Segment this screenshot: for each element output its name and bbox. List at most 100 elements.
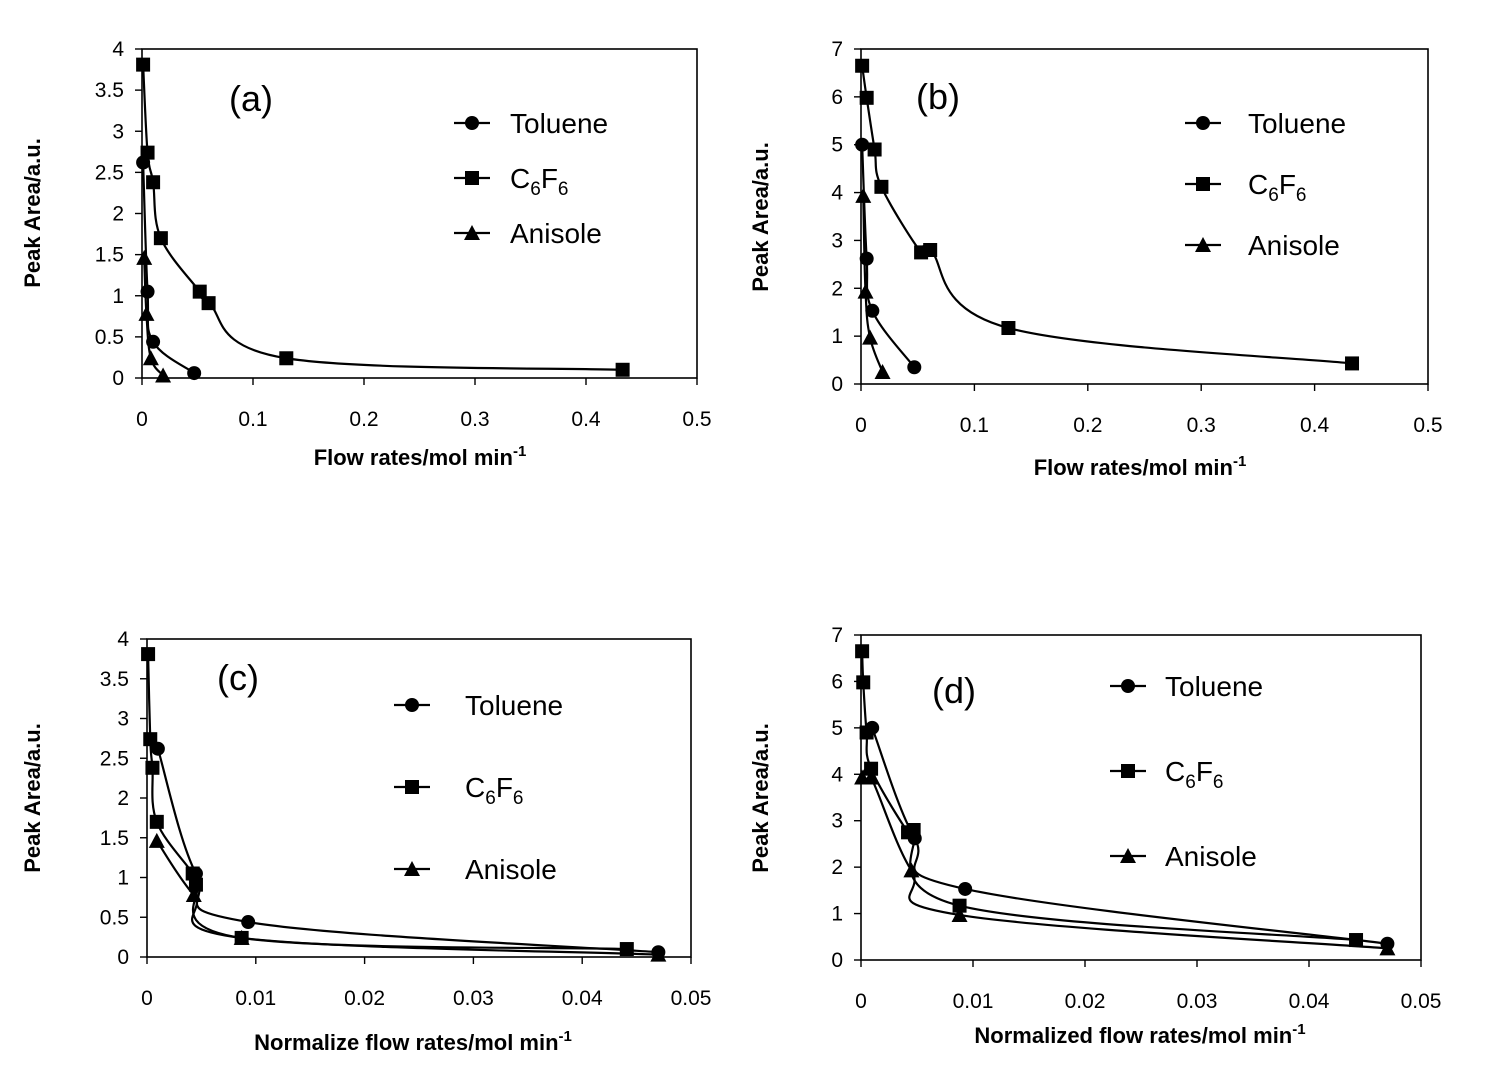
data-point-anisole [233, 929, 250, 945]
legend-label-c6f6: C6F6 [465, 772, 524, 809]
y-tick-label: 3 [831, 810, 843, 833]
data-point-c6f6 [192, 284, 207, 299]
panel-label: (d) [932, 670, 976, 711]
x-tick-label: 0.4 [571, 408, 601, 431]
y-tick-label: 3 [112, 120, 124, 143]
y-tick-label: 1 [117, 867, 129, 890]
y-tick-label: 1 [831, 903, 843, 926]
series-line-toluene [871, 727, 1388, 945]
plot-area [141, 48, 698, 379]
data-point-c6f6 [141, 647, 156, 662]
y-tick-label: 4 [112, 38, 124, 61]
series-line-toluene [156, 748, 659, 954]
legend-label-toluene: Toluene [1165, 671, 1263, 702]
x-tick-label: 0.04 [1289, 990, 1330, 1013]
y-tick-label: 2 [831, 277, 843, 300]
x-tick-label: 0.2 [1073, 414, 1102, 437]
y-tick-label: 3.5 [100, 668, 129, 691]
x-tick-label: 0.04 [562, 987, 603, 1010]
legend-marker-toluene [405, 698, 419, 712]
data-point-anisole [862, 329, 879, 345]
y-tick-label: 7 [831, 624, 843, 647]
data-point-toluene [907, 360, 922, 375]
data-point-anisole [148, 832, 165, 848]
plot-area [860, 634, 1422, 961]
x-tick-label: 0.03 [453, 987, 494, 1010]
y-tick-label: 6 [831, 86, 843, 109]
data-point-toluene [855, 137, 870, 152]
plot-area [860, 48, 1429, 385]
data-point-c6f6 [855, 58, 870, 73]
data-point-anisole [136, 249, 153, 265]
data-point-c6f6 [856, 675, 871, 690]
legend-marker-toluene [1121, 679, 1135, 693]
data-point-c6f6 [143, 732, 158, 747]
y-tick-label: 1 [831, 325, 843, 348]
y-tick-label: 4 [831, 182, 843, 205]
legend-label-c6f6: C6F6 [1248, 169, 1307, 206]
data-point-anisole [874, 364, 891, 380]
legend-label-anisole: Anisole [510, 218, 602, 249]
panel-label: (a) [229, 78, 273, 119]
data-point-anisole [1379, 940, 1396, 956]
y-tick-label: 3 [117, 708, 129, 731]
legend-label-toluene: Toluene [510, 108, 608, 139]
data-point-c6f6 [923, 243, 938, 257]
legend-marker-toluene [465, 116, 479, 130]
data-point-c6f6 [149, 814, 164, 829]
data-point-toluene [958, 881, 973, 896]
data-point-anisole [155, 367, 172, 383]
series-line-anisole [143, 257, 164, 377]
x-tick-label: 0.5 [1413, 414, 1442, 437]
x-tick-label: 0.1 [238, 408, 267, 431]
legend-marker-toluene [1196, 116, 1210, 130]
data-point-toluene [859, 251, 874, 266]
chart-panel-d: 0 0.01 0.02 0.03 0.04 0.05 0 1 2 3 4 5 6 7 Normalized … [748, 624, 1441, 1048]
data-point-c6f6 [1345, 356, 1360, 371]
y-tick-label: 0.5 [95, 326, 124, 349]
x-tick-label: 0.05 [1401, 990, 1442, 1013]
y-tick-label: 2.5 [95, 161, 124, 184]
data-point-toluene [187, 366, 202, 381]
y-tick-label: 1.5 [100, 827, 129, 850]
data-point-c6f6 [136, 57, 151, 72]
data-point-anisole [650, 946, 667, 962]
y-axis-label: Peak Area/a.u. [20, 723, 45, 873]
x-tick-label: 0.05 [671, 987, 712, 1010]
x-tick-label: 0.01 [235, 987, 276, 1010]
data-point-c6f6 [859, 90, 874, 105]
data-point-anisole [863, 769, 880, 785]
data-point-c6f6 [146, 175, 161, 190]
y-tick-label: 0 [831, 949, 843, 972]
legend-label-toluene: Toluene [1248, 108, 1346, 139]
data-point-toluene [865, 303, 880, 318]
data-point-anisole [855, 187, 872, 203]
legend-label-toluene: Toluene [465, 690, 563, 721]
data-point-toluene [241, 915, 256, 930]
legend: Toluene C6F6 Anisole [454, 108, 608, 249]
data-point-c6f6 [140, 145, 155, 160]
data-point-c6f6 [1001, 321, 1016, 336]
y-tick-label: 2 [117, 787, 129, 810]
legend: Toluene C6F6 Anisole [394, 690, 563, 885]
x-axis-label: Flow rates/mol min-1 [1034, 453, 1247, 480]
x-tick-label: 0.03 [1177, 990, 1218, 1013]
data-point-c6f6 [145, 760, 160, 775]
x-tick-label: 0 [136, 408, 148, 431]
data-point-anisole [951, 906, 968, 922]
legend-label-c6f6: C6F6 [510, 163, 569, 200]
legend-marker-c6f6 [465, 171, 479, 185]
data-point-c6f6 [855, 644, 870, 659]
x-tick-label: 0.3 [460, 408, 489, 431]
data-point-anisole [185, 886, 202, 902]
y-axis-label: Peak Area/a.u. [20, 138, 45, 288]
data-point-anisole [142, 350, 159, 366]
y-tick-label: 5 [831, 134, 843, 157]
y-tick-label: 1 [112, 285, 124, 308]
y-tick-label: 3 [831, 229, 843, 252]
legend-marker-c6f6 [405, 780, 419, 794]
x-axis-label: Normalize flow rates/mol min-1 [254, 1028, 572, 1055]
data-point-c6f6 [952, 898, 967, 913]
data-point-c6f6 [874, 179, 889, 194]
